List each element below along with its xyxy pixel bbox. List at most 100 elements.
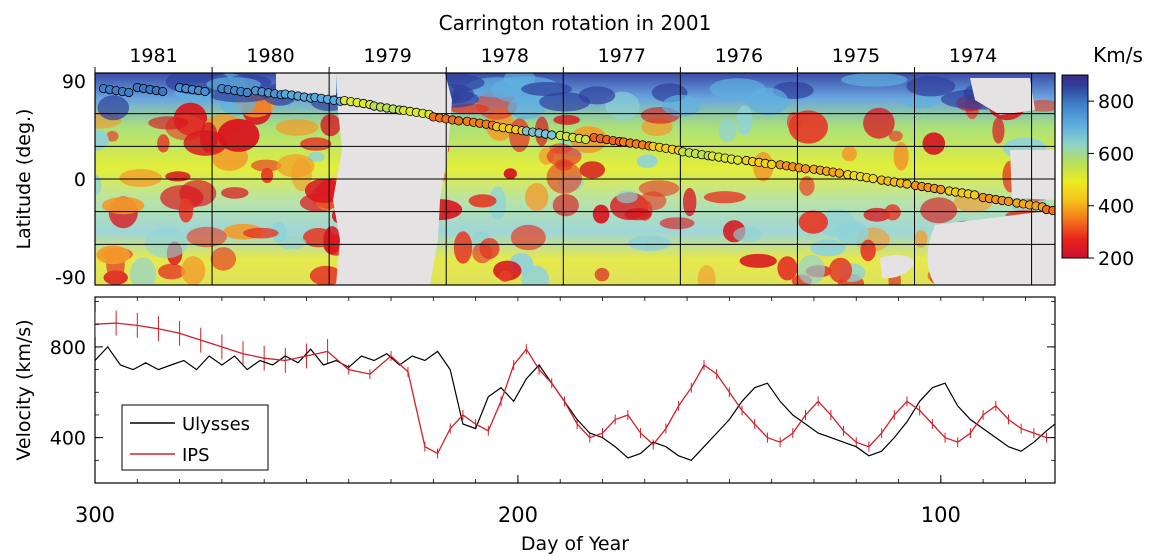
top-y-axis-title: Latitude (deg.) (13, 109, 35, 250)
heatmap-blob (148, 116, 189, 130)
heatmap-blob (777, 256, 798, 281)
heatmap-blob (119, 169, 162, 187)
track-point (834, 168, 844, 178)
heatmap-blob (709, 78, 766, 100)
rotation-tick-label: 1980 (246, 45, 294, 67)
heatmap-blob (95, 129, 109, 151)
heatmap-blob (863, 107, 895, 139)
track-point (733, 155, 743, 165)
heatmap-blob (521, 82, 572, 96)
heatmap-blob (479, 238, 500, 259)
heatmap-blob (178, 198, 194, 223)
track-point (1048, 205, 1055, 216)
heatmap-blob (703, 191, 746, 204)
legend-label-ips: IPS (182, 445, 210, 466)
heatmap-blob (797, 254, 826, 285)
rotation-tick-label: 1976 (715, 45, 763, 67)
velocity-tick-label: 800 (50, 337, 86, 359)
day-tick-label: 300 (75, 503, 115, 527)
track-point (580, 134, 591, 144)
bottom-x-axis-title: Day of Year (521, 533, 629, 555)
colorbar: Km/s 800 600 400 200 (1061, 43, 1143, 270)
heatmap-blob (739, 253, 777, 268)
heatmap-blob (498, 270, 512, 282)
heatmap-blob (507, 96, 546, 120)
heatmap-blob (605, 91, 640, 121)
heatmap-blob (546, 161, 582, 194)
track-point (454, 116, 464, 126)
heatmap-blob (828, 257, 853, 283)
heatmap-blob (659, 217, 695, 230)
heatmap-blob (165, 171, 191, 182)
heatmap-blob (594, 267, 610, 282)
track-point (936, 184, 946, 195)
latitude-tick-label: 90 (62, 71, 86, 93)
heatmap-blob (186, 226, 227, 248)
heatmap-blob (662, 94, 701, 117)
heatmap-blob (841, 73, 908, 87)
rotation-tick-label: 1975 (832, 45, 880, 67)
heatmap-blob (468, 194, 497, 208)
heatmap-blob (210, 247, 236, 271)
heatmap-blob (798, 210, 828, 234)
rotation-tick-label: 1981 (129, 45, 177, 67)
velocity-panel: 800 400 300 200 100 Ulysses IPS Day of Year… (13, 296, 1056, 555)
heatmap-blob (903, 96, 938, 109)
track-point (124, 87, 134, 98)
heatmap-blob (546, 146, 582, 167)
velocity-tick-label: 400 (50, 428, 86, 450)
bottom-y-axis-title: Velocity (km/s) (13, 319, 35, 460)
heatmap-blob (810, 239, 846, 257)
track-point (242, 87, 252, 98)
heatmap-blob (786, 112, 802, 132)
heatmap-blob (616, 190, 638, 204)
rotation-tick-label: 1978 (481, 45, 529, 67)
colorbar-ticks: 800 600 400 200 (1088, 91, 1134, 270)
heatmap-blob (144, 227, 188, 259)
heatmap-blob (95, 174, 102, 196)
heatmap-blob (906, 76, 956, 97)
track-point (868, 174, 878, 184)
heatmap-blob (158, 263, 185, 280)
track-point (800, 164, 811, 174)
heatmap-blob (242, 227, 279, 239)
colorbar-tick-label: 800 (1098, 91, 1134, 113)
heatmap-blob (639, 191, 667, 211)
track-point (902, 179, 912, 189)
heatmap-blob (217, 118, 260, 152)
heatmap-field (95, 73, 1055, 285)
heatmap-blob (320, 114, 341, 137)
track-point (767, 159, 777, 169)
heatmap-blob (818, 209, 856, 238)
heatmap-blob (733, 226, 762, 243)
heatmap-blob (309, 265, 342, 285)
heatmap-panel: 900-90 1981 1980 1979 1978 1977 1976 1975 1974 … (13, 11, 1056, 289)
track-point (969, 190, 980, 200)
heatmap-blob (307, 151, 325, 162)
track-point (200, 86, 210, 97)
heatmap-blob (181, 256, 206, 285)
heatmap-blob (276, 154, 315, 178)
latitude-tick-label: -90 (55, 267, 86, 289)
top-x-axis-title: Carrington rotation in 2001 (439, 11, 712, 35)
heatmap-blob (183, 130, 228, 156)
heatmap-blob (592, 204, 610, 224)
latitude-tick-label: 0 (74, 169, 86, 191)
rotation-grid (211, 73, 1033, 285)
rotation-tick-label: 1979 (364, 45, 412, 67)
series-line-ulysses (95, 345, 1055, 461)
heatmap-blob (278, 236, 307, 250)
heatmap-blob (552, 194, 579, 217)
legend: Ulysses IPS (121, 404, 269, 471)
heatmap-blob (130, 257, 157, 285)
heatmap-blob (453, 231, 473, 264)
rotation-tick-label: 1974 (949, 45, 997, 67)
series-line-ips (95, 322, 1047, 455)
latitude-ticks: 90 0 -90 (55, 71, 86, 289)
heatmap-blob (510, 224, 546, 251)
heatmap-blob (275, 119, 319, 136)
heatmap-blob (992, 117, 1005, 144)
legend-label-ulysses: Ulysses (182, 414, 250, 435)
track-point (158, 86, 168, 97)
heatmap-blob (914, 230, 928, 248)
